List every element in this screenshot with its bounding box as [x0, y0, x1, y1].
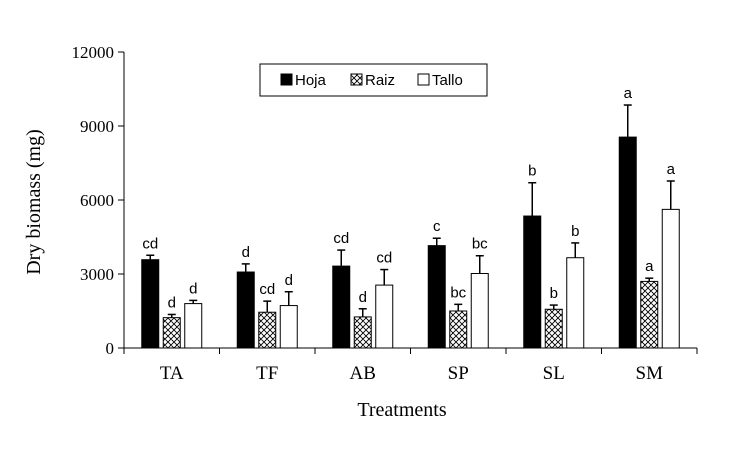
- y-tick-label: 0: [106, 339, 115, 358]
- bar: [661, 208, 680, 349]
- legend-label: Hoja: [295, 72, 327, 89]
- significance-label: d: [359, 289, 367, 306]
- bar: [236, 271, 255, 349]
- legend-box: [259, 63, 488, 97]
- bar: [375, 284, 394, 349]
- x-tick-label: SP: [448, 363, 469, 384]
- bar: [258, 311, 277, 349]
- significance-label: cd: [142, 235, 158, 252]
- y-tick-label: 12000: [72, 43, 115, 62]
- bar: [640, 280, 659, 349]
- axes: 0 3000 6000 9000 12000 TA TF AB SP SL SM: [72, 43, 698, 384]
- x-tick-label: TF: [256, 363, 278, 384]
- significance-label: a: [624, 85, 633, 102]
- y-tick-label: 6000: [80, 191, 114, 210]
- x-tick-label: AB: [350, 363, 376, 384]
- legend: Hoja Raiz Tallo: [259, 63, 488, 97]
- significance-label: c: [433, 218, 441, 235]
- significance-label: b: [528, 163, 536, 180]
- bar: [353, 316, 372, 349]
- bar: [566, 257, 585, 349]
- significance-label: b: [550, 285, 558, 302]
- bar: [162, 317, 181, 349]
- y-axis-title: Dry biomass (mg): [23, 129, 45, 275]
- significance-label: d: [168, 294, 176, 311]
- bar: [523, 215, 542, 349]
- significance-label: a: [645, 258, 654, 275]
- x-tick-label: SM: [636, 363, 664, 384]
- significance-label: a: [667, 161, 676, 178]
- bar: [141, 259, 160, 349]
- significance-label: bc: [472, 236, 488, 253]
- significance-label: d: [285, 272, 293, 289]
- bar: [427, 245, 446, 349]
- bars: [141, 104, 680, 349]
- legend-swatch: [280, 73, 293, 86]
- bar: [470, 273, 489, 349]
- bar: [544, 308, 563, 349]
- x-tick-label: TA: [160, 363, 184, 384]
- bar: [279, 305, 298, 349]
- y-tick-label: 9000: [80, 117, 114, 136]
- y-tick-label: 3000: [80, 265, 114, 284]
- significance-label: b: [571, 223, 579, 240]
- significance-label: cd: [259, 281, 275, 298]
- x-tick-label: SL: [543, 363, 565, 384]
- significance-label: cd: [333, 230, 349, 247]
- bar: [184, 303, 203, 349]
- legend-label: Tallo: [432, 72, 463, 89]
- significance-label: d: [189, 280, 197, 297]
- significance-label: cd: [376, 250, 392, 267]
- significance-label: bc: [450, 284, 466, 301]
- bar: [449, 310, 468, 349]
- legend-swatch: [350, 73, 363, 86]
- legend-swatch: [417, 73, 430, 86]
- bar: [332, 265, 351, 349]
- legend-label: Raiz: [365, 72, 395, 89]
- x-axis-title: Treatments: [357, 399, 446, 421]
- significance-label: d: [242, 244, 250, 261]
- bar: [618, 136, 637, 349]
